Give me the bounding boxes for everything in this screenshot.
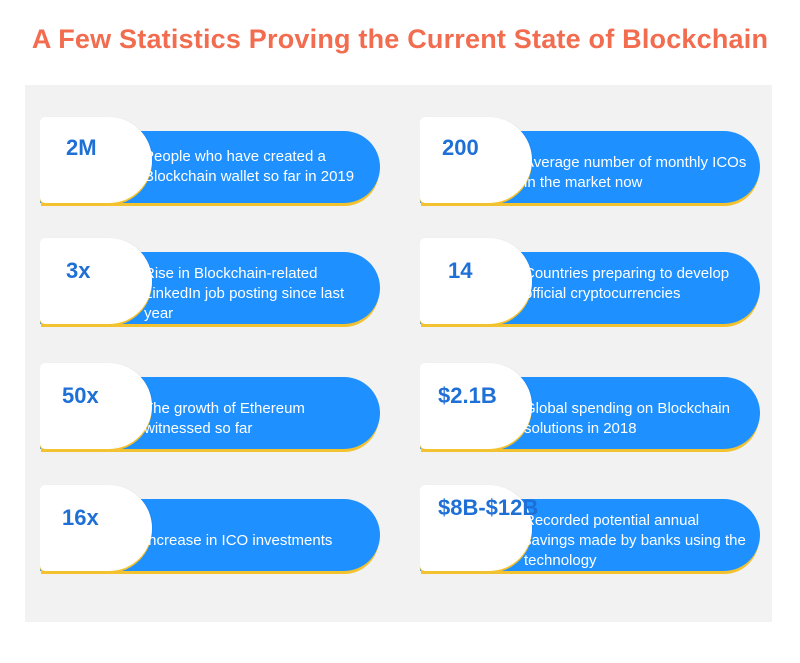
stat-value-tab	[40, 363, 152, 449]
stat-value-tab	[420, 117, 532, 203]
stat-value-tab	[420, 363, 532, 449]
stat-card-ico-investments: 16x Increase in ICO investments	[40, 485, 380, 587]
stat-value-tab	[40, 485, 152, 571]
stat-value: $2.1B	[438, 383, 497, 408]
stat-value: $8B-$12B	[438, 495, 539, 520]
stat-card-wallets: 2M People who have created a Blockchain …	[40, 117, 380, 219]
stat-value-tab	[420, 238, 532, 324]
stat-value: 3x	[66, 258, 91, 283]
stat-value: 14	[448, 258, 473, 283]
stat-card-linkedin: 3x Rise in Blockchain-related LinkedIn j…	[40, 238, 380, 340]
stat-description: People who have created a Blockchain wal…	[144, 148, 355, 185]
stat-card-icos: 200 Average number of monthly ICOs in th…	[420, 117, 760, 219]
stat-value: 50x	[62, 383, 99, 408]
stat-description: Average number of monthly ICOs in the ma…	[524, 154, 747, 191]
stat-card-ethereum: 50x The growth of Ethereum witnessed so …	[40, 363, 380, 465]
stat-description: Increase in ICO investments	[144, 532, 333, 549]
stat-value: 16x	[62, 505, 99, 530]
stat-description: Countries preparing to develop official …	[524, 265, 730, 302]
page-title: A Few Statistics Proving the Current Sta…	[31, 24, 769, 54]
stat-description: The growth of Ethereum witnessed so far	[144, 400, 305, 437]
stat-value: 200	[442, 135, 479, 160]
stat-card-countries: 14 Countries preparing to develop offici…	[420, 238, 760, 340]
stat-value-tab	[420, 485, 532, 571]
stat-description: Rise in Blockchain-related LinkedIn job …	[144, 265, 345, 322]
stat-value: 2M	[66, 135, 97, 160]
stat-value-tab	[40, 238, 152, 324]
stat-card-bank-savings: $8B-$12B Recorded potential annual savin…	[420, 485, 760, 587]
stat-value-tab	[40, 117, 152, 203]
stat-description: Global spending on Blockchain solutions …	[524, 400, 730, 437]
stat-description: Recorded potential annual savings made b…	[524, 512, 746, 569]
stat-card-spending: $2.1B Global spending on Blockchain solu…	[420, 363, 760, 465]
